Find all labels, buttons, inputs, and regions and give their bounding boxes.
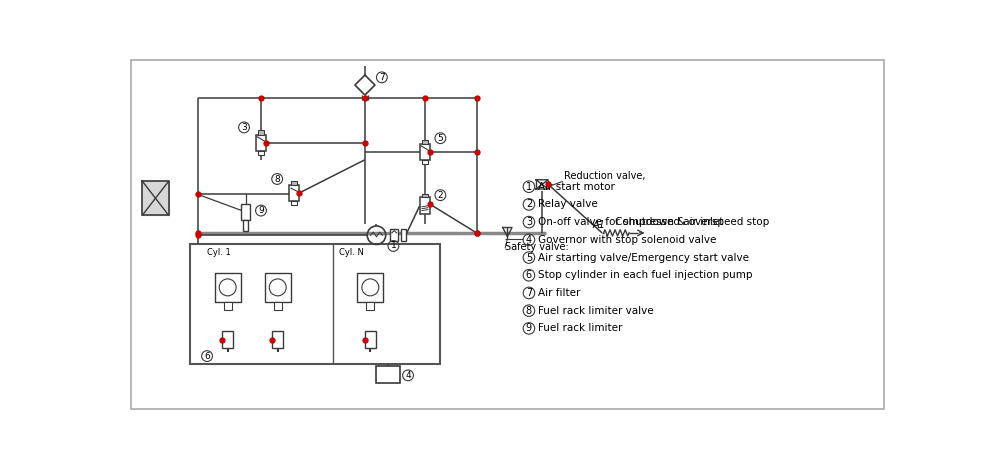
Text: Relay valve: Relay valve xyxy=(539,199,598,209)
Bar xyxy=(190,245,441,364)
Bar xyxy=(257,151,264,155)
Text: 1: 1 xyxy=(526,182,532,192)
Text: Air filter: Air filter xyxy=(539,288,580,298)
Text: 5: 5 xyxy=(526,252,532,263)
Bar xyxy=(257,131,264,135)
Text: Cyl. 1: Cyl. 1 xyxy=(207,248,231,257)
Text: 3: 3 xyxy=(526,217,532,227)
Text: 9: 9 xyxy=(258,206,264,215)
Bar xyxy=(223,332,233,348)
Bar xyxy=(366,302,374,310)
Bar xyxy=(264,273,291,302)
Text: 2: 2 xyxy=(438,191,444,199)
Bar xyxy=(272,332,283,348)
Text: Fuel rack limiter: Fuel rack limiter xyxy=(539,323,623,333)
Bar xyxy=(376,366,400,383)
Text: Air starting valve/Emergency start valve: Air starting valve/Emergency start valve xyxy=(539,252,749,263)
Text: On-off valve for shutdown & overspeed stop: On-off valve for shutdown & overspeed st… xyxy=(539,217,769,227)
Text: 6: 6 xyxy=(204,352,210,360)
Text: Air start motor: Air start motor xyxy=(539,182,615,192)
Text: 3: 3 xyxy=(242,123,247,132)
Polygon shape xyxy=(143,181,168,215)
Text: Fuel rack limiter valve: Fuel rack limiter valve xyxy=(539,306,653,316)
Bar xyxy=(422,160,428,164)
Bar xyxy=(401,229,406,241)
Bar xyxy=(244,220,248,231)
Bar xyxy=(365,332,376,348)
Bar xyxy=(224,302,232,310)
Text: Cyl. N: Cyl. N xyxy=(339,248,363,257)
Text: 4: 4 xyxy=(405,371,411,380)
Text: Governor with stop solenoid valve: Governor with stop solenoid valve xyxy=(539,235,717,245)
Bar xyxy=(357,273,383,302)
Text: 7: 7 xyxy=(526,288,532,298)
Bar xyxy=(420,197,431,213)
Text: Stop cylinder in each fuel injection pump: Stop cylinder in each fuel injection pum… xyxy=(539,270,752,280)
Text: Reduction valve,: Reduction valve, xyxy=(563,171,645,181)
Text: Safety valve:: Safety valve: xyxy=(505,242,569,252)
Text: 6: 6 xyxy=(526,270,532,280)
Bar xyxy=(255,135,266,151)
Text: 5: 5 xyxy=(438,134,444,143)
Text: 1: 1 xyxy=(390,241,396,251)
Bar xyxy=(274,302,281,310)
Bar xyxy=(291,181,297,185)
Bar xyxy=(215,273,241,302)
Text: 2: 2 xyxy=(526,199,532,209)
Bar xyxy=(291,200,297,205)
Text: 9: 9 xyxy=(526,323,532,333)
Bar xyxy=(390,229,398,241)
Bar xyxy=(241,205,250,220)
Bar xyxy=(422,193,428,197)
Bar xyxy=(420,144,431,160)
Text: A1: A1 xyxy=(592,220,605,230)
Bar xyxy=(289,185,300,200)
Text: Compressed air inlet: Compressed air inlet xyxy=(615,217,724,227)
Bar xyxy=(422,140,428,144)
Text: 8: 8 xyxy=(526,306,532,316)
Text: 7: 7 xyxy=(379,73,385,82)
Text: 8: 8 xyxy=(274,174,280,184)
Text: 4: 4 xyxy=(526,235,532,245)
